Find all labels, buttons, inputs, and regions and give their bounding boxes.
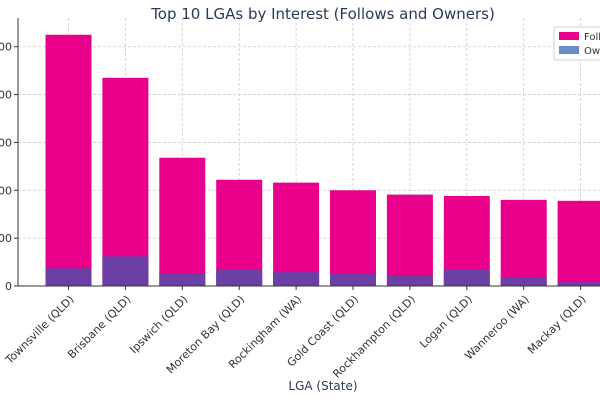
bar-follows <box>501 200 547 286</box>
bar-owners <box>159 274 205 286</box>
bar-follows <box>558 201 600 286</box>
y-tick-label: 00 <box>0 136 12 149</box>
x-ticks: Townsville (QLD)Brisbane (QLD)Ipswich (Q… <box>2 286 588 381</box>
bar-owners <box>216 270 262 286</box>
bar-follows <box>102 78 148 286</box>
bar-owners <box>273 272 319 286</box>
bar-owners <box>444 270 490 286</box>
y-tick-label: 00 <box>0 89 12 102</box>
legend: Foll Ow <box>554 27 600 60</box>
bar-follows <box>46 35 92 286</box>
bar-follows <box>273 183 319 286</box>
y-tick-label: 00 <box>0 41 12 54</box>
y-tick-label: 00 <box>0 232 12 245</box>
bar-owners <box>387 276 433 286</box>
x-tick-label: Townsville (QLD) <box>2 293 76 367</box>
bar-follows <box>387 195 433 286</box>
bar-follows <box>159 158 205 286</box>
legend-label-foll: Foll <box>584 32 600 43</box>
bars <box>46 35 600 286</box>
bar-owners <box>558 282 600 286</box>
legend-swatch-foll <box>559 32 579 40</box>
x-axis-label: LGA (State) <box>288 379 357 393</box>
bar-owners <box>330 274 376 286</box>
y-tick-label: 0 <box>5 280 12 293</box>
x-tick-label: Ipswich (QLD) <box>127 293 190 356</box>
legend-label-ow: Ow <box>584 46 600 57</box>
legend-swatch-ow <box>559 46 579 54</box>
chart-title: Top 10 LGAs by Interest (Follows and Own… <box>150 5 495 23</box>
bar-owners <box>46 268 92 286</box>
x-tick-label: Mackay (QLD) <box>525 293 589 357</box>
bar-follows <box>330 190 376 286</box>
y-tick-label: 00 <box>0 184 12 197</box>
bar-owners <box>102 256 148 286</box>
bar-owners <box>501 277 547 286</box>
x-tick-label: Logan (QLD) <box>417 293 475 351</box>
